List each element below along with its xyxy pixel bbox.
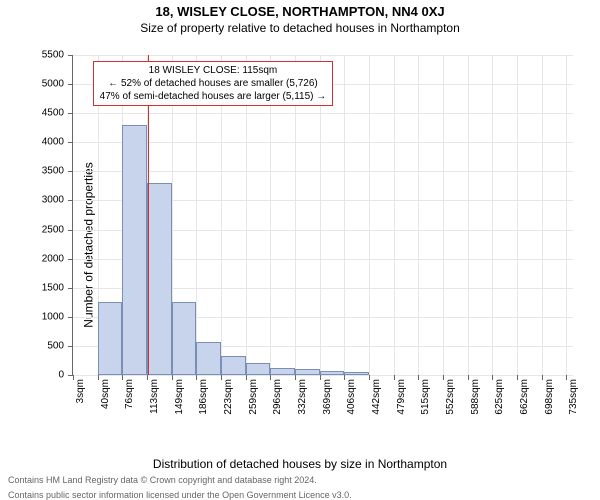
x-tick-label: 662sqm <box>519 379 530 415</box>
page-subtitle: Size of property relative to detached ho… <box>0 21 600 35</box>
x-tick-label: 625sqm <box>494 379 505 415</box>
histogram-bar <box>270 368 295 375</box>
y-tick-label: 4500 <box>42 108 64 119</box>
footer-line-2: Contains public sector information licen… <box>8 490 592 500</box>
x-tick-label: 332sqm <box>297 379 308 415</box>
gridline-v <box>517 55 518 375</box>
annotation-line: 18 WISLEY CLOSE: 115sqm <box>100 64 327 77</box>
y-tick-label: 5000 <box>42 79 64 90</box>
histogram-bar <box>122 125 147 375</box>
annotation-box: 18 WISLEY CLOSE: 115sqm← 52% of detached… <box>93 61 334 106</box>
y-tick-label: 1500 <box>42 282 64 293</box>
histogram-bar <box>147 183 172 375</box>
y-tick-label: 4000 <box>42 137 64 148</box>
x-tick-labels: 3sqm 40sqm 76sqm 113sqm 149sqm 186sqm 223sqm 25… <box>72 375 572 435</box>
gridline-v <box>369 55 370 375</box>
y-tick-label: 3500 <box>42 166 64 177</box>
x-tick-label: 588sqm <box>470 379 481 415</box>
histogram-bar <box>196 342 221 375</box>
x-tick-label: 552sqm <box>445 379 456 415</box>
y-tick-labels: 0500100015002000250030003500400045005000… <box>0 55 68 375</box>
gridline-v <box>542 55 543 375</box>
annotation-line: ← 52% of detached houses are smaller (5,… <box>100 77 327 90</box>
y-tick-label: 0 <box>58 370 64 381</box>
x-tick-label: 40sqm <box>100 379 111 409</box>
x-tick-label: 442sqm <box>371 379 382 415</box>
annotation-line: 47% of semi-detached houses are larger (… <box>100 90 327 103</box>
x-tick-label: 259sqm <box>248 379 259 415</box>
histogram-bar <box>246 363 271 375</box>
x-tick-label: 149sqm <box>174 379 185 415</box>
x-tick-label: 369sqm <box>322 379 333 415</box>
x-tick-label: 76sqm <box>124 379 135 409</box>
y-tick-label: 500 <box>47 340 64 351</box>
x-tick-label: 223sqm <box>223 379 234 415</box>
gridline-v <box>492 55 493 375</box>
chart-container: Number of detached properties 0500100015… <box>0 35 600 455</box>
x-tick-label: 406sqm <box>346 379 357 415</box>
y-tick-label: 3000 <box>42 195 64 206</box>
histogram-bar <box>172 302 197 375</box>
histogram-bar <box>98 302 123 375</box>
histogram-bar <box>221 356 246 375</box>
y-tick-label: 1000 <box>42 311 64 322</box>
x-tick-label: 186sqm <box>198 379 209 415</box>
y-tick-label: 5500 <box>42 50 64 61</box>
x-tick-label: 479sqm <box>396 379 407 415</box>
x-axis-label: Distribution of detached houses by size … <box>0 457 600 471</box>
x-tick-label: 3sqm <box>75 379 86 403</box>
x-tick-label: 113sqm <box>149 379 160 414</box>
x-tick-label: 698sqm <box>544 379 555 415</box>
gridline-v <box>344 55 345 375</box>
gridline-v <box>443 55 444 375</box>
x-tick-label: 515sqm <box>420 379 431 415</box>
gridline-v <box>394 55 395 375</box>
page-title: 18, WISLEY CLOSE, NORTHAMPTON, NN4 0XJ <box>0 4 600 19</box>
gridline-v <box>468 55 469 375</box>
gridline-v <box>418 55 419 375</box>
gridline-v <box>566 55 567 375</box>
x-tick-label: 735sqm <box>568 379 579 415</box>
plot-area: 18 WISLEY CLOSE: 115sqm← 52% of detached… <box>72 55 573 376</box>
y-tick-label: 2000 <box>42 253 64 264</box>
y-tick-label: 2500 <box>42 224 64 235</box>
footer-line-1: Contains HM Land Registry data © Crown c… <box>8 475 592 486</box>
x-tick-label: 296sqm <box>272 379 283 415</box>
